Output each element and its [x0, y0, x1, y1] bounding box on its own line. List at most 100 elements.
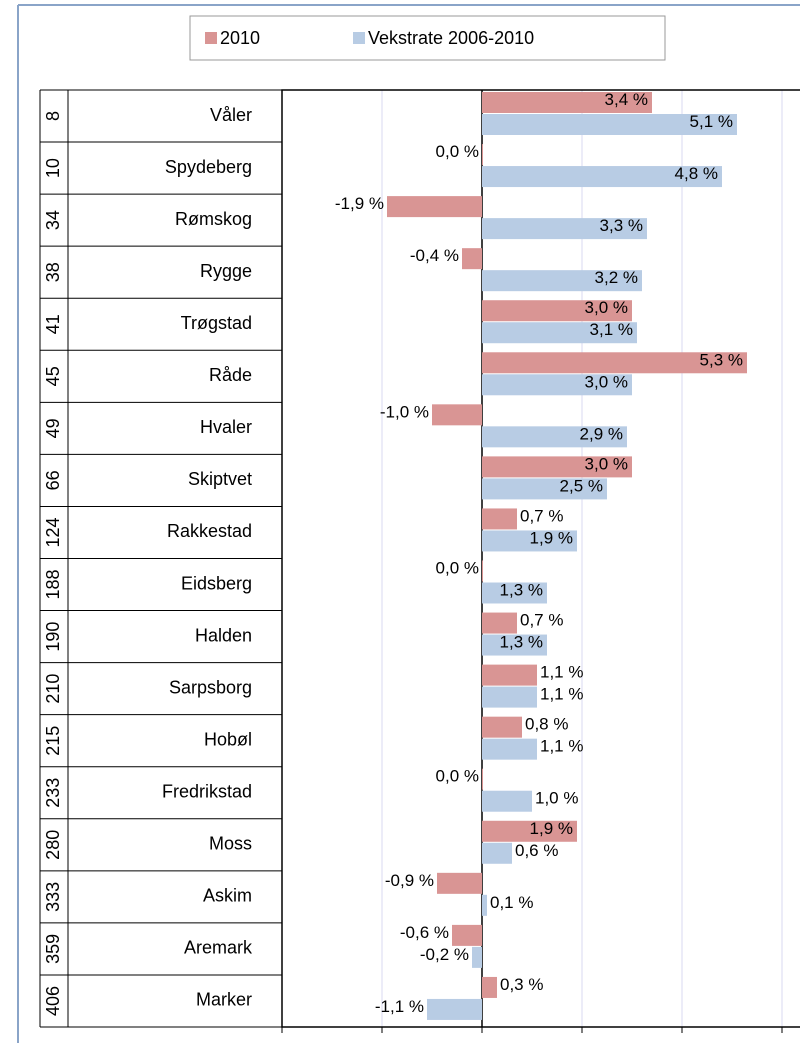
bar — [482, 634, 547, 656]
rank-label: 45 — [43, 366, 63, 386]
rank-label: 233 — [43, 778, 63, 808]
rank-label: 210 — [43, 674, 63, 704]
bar — [482, 768, 483, 790]
category-label: Hobøl — [204, 729, 252, 749]
bar — [432, 404, 482, 426]
bar — [482, 92, 652, 113]
category-label: Eidsberg — [181, 573, 252, 593]
legend-swatch — [205, 32, 217, 44]
rank-label: 8 — [43, 111, 63, 121]
category-label: Råde — [209, 365, 252, 385]
rank-label: 41 — [43, 314, 63, 334]
category-label: Halden — [195, 625, 252, 645]
bar — [387, 196, 482, 218]
bar — [427, 998, 482, 1020]
value-label: 3,0 % — [585, 454, 628, 473]
bar — [482, 218, 647, 240]
category-label: Rakkestad — [167, 521, 252, 541]
rank-label: 10 — [43, 158, 63, 178]
category-label: Skiptvet — [188, 469, 252, 489]
value-label: -1,0 % — [380, 402, 429, 421]
legend-swatch — [353, 32, 365, 44]
rank-label: 406 — [43, 986, 63, 1016]
value-label: 1,1 % — [540, 737, 583, 756]
value-label: 4,8 % — [675, 164, 718, 183]
value-label: 1,9 % — [530, 528, 573, 547]
bar — [482, 478, 607, 500]
rank-label: 333 — [43, 882, 63, 912]
value-label: -0,2 % — [420, 945, 469, 964]
value-label: 3,3 % — [600, 216, 643, 235]
value-label: 0,7 % — [520, 611, 563, 630]
category-label: Trøgstad — [181, 313, 252, 333]
value-label: 0,0 % — [436, 142, 479, 161]
bar — [482, 322, 637, 344]
bar — [482, 300, 632, 322]
rank-label: 38 — [43, 262, 63, 282]
rank-label: 188 — [43, 570, 63, 600]
rank-label: 49 — [43, 418, 63, 438]
bar — [462, 248, 482, 270]
bar — [482, 166, 722, 188]
value-label: 1,3 % — [500, 633, 543, 652]
value-label: 1,9 % — [530, 819, 573, 838]
value-label: 5,3 % — [700, 350, 743, 369]
category-label: Fredrikstad — [162, 782, 252, 802]
bar — [437, 872, 482, 894]
category-label: Sarpsborg — [169, 677, 252, 697]
legend-label: 2010 — [220, 28, 260, 48]
bar — [482, 894, 487, 916]
value-label: -1,9 % — [335, 194, 384, 213]
category-label: Rømskog — [175, 209, 252, 229]
value-label: 3,4 % — [605, 90, 648, 109]
value-label: 1,1 % — [540, 663, 583, 682]
value-label: 0,0 % — [436, 558, 479, 577]
bar — [482, 686, 537, 708]
rank-label: 280 — [43, 830, 63, 860]
bar — [482, 456, 632, 478]
value-label: -0,9 % — [385, 871, 434, 890]
value-label: 0,3 % — [500, 975, 543, 994]
bar — [482, 270, 642, 292]
bar — [482, 426, 627, 448]
rank-label: 190 — [43, 622, 63, 652]
value-label: 1,3 % — [500, 580, 543, 599]
category-label: Askim — [203, 886, 252, 906]
category-label: Aremark — [184, 938, 253, 958]
bar — [452, 924, 482, 946]
value-label: 3,2 % — [595, 268, 638, 287]
bar — [482, 530, 577, 552]
rank-label: 34 — [43, 210, 63, 230]
bar — [482, 144, 483, 166]
bar — [472, 946, 482, 968]
bar — [482, 716, 522, 738]
value-label: 3,0 % — [585, 372, 628, 391]
bar — [482, 738, 537, 760]
legend-label: Vekstrate 2006-2010 — [368, 28, 534, 48]
value-label: 0,1 % — [490, 893, 533, 912]
category-label: Spydeberg — [165, 157, 252, 177]
value-label: 5,1 % — [690, 112, 733, 131]
value-label: -1,1 % — [375, 997, 424, 1016]
value-label: 1,1 % — [540, 685, 583, 704]
value-label: 0,8 % — [525, 715, 568, 734]
bar — [482, 612, 517, 634]
rank-label: 66 — [43, 470, 63, 490]
value-label: 2,9 % — [580, 424, 623, 443]
bar — [482, 664, 537, 686]
value-label: 3,0 % — [585, 298, 628, 317]
rank-label: 215 — [43, 726, 63, 756]
value-label: -0,4 % — [410, 246, 459, 265]
value-label: 2,5 % — [560, 476, 603, 495]
bar — [482, 352, 747, 374]
value-label: 1,0 % — [535, 789, 578, 808]
legend-box — [189, 15, 666, 61]
bar — [482, 560, 483, 582]
bar — [482, 820, 577, 842]
bar — [482, 508, 517, 530]
bar — [482, 114, 737, 135]
value-label: 0,7 % — [520, 506, 563, 525]
category-label: Marker — [196, 990, 252, 1010]
bar — [482, 790, 532, 812]
